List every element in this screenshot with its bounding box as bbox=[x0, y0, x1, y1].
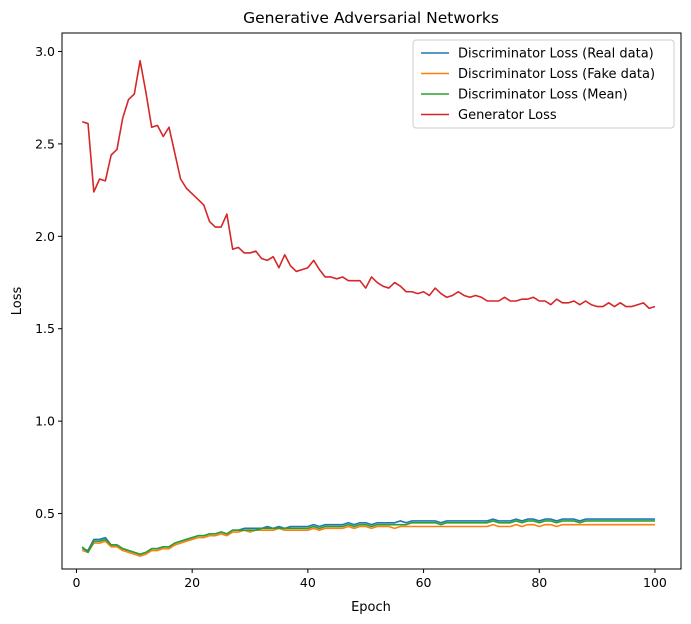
x-tick-label: 40 bbox=[300, 575, 316, 590]
legend: Discriminator Loss (Real data) Discrimina… bbox=[412, 39, 675, 129]
x-tick-label: 20 bbox=[184, 575, 200, 590]
legend-label-3: Generator Loss bbox=[458, 108, 557, 123]
plot-area bbox=[81, 59, 656, 557]
y-tick-label: 0.5 bbox=[35, 506, 55, 521]
legend-box bbox=[412, 39, 675, 129]
x-axis-label: Epoch bbox=[351, 600, 391, 615]
y-axis-label: Loss bbox=[10, 287, 25, 316]
series-line-1 bbox=[82, 523, 655, 557]
y-tick-label: 3.0 bbox=[35, 44, 55, 59]
chart-title: Generative Adversarial Networks bbox=[243, 9, 499, 27]
x-axis: 0 20 40 60 80 100 bbox=[72, 569, 667, 590]
y-tick-label: 1.0 bbox=[35, 414, 55, 429]
x-tick-label: 80 bbox=[531, 575, 547, 590]
legend-label-0: Discriminator Loss (Real data) bbox=[458, 47, 654, 62]
y-axis: 0.5 1.0 1.5 2.0 2.5 3.0 bbox=[35, 44, 62, 521]
x-tick-label: 60 bbox=[416, 575, 432, 590]
plot-frame bbox=[61, 32, 682, 570]
series-line-2 bbox=[81, 520, 655, 556]
x-tick-label: 0 bbox=[72, 575, 80, 590]
legend-label-2: Discriminator Loss (Mean) bbox=[458, 88, 628, 103]
x-tick-label: 100 bbox=[643, 575, 667, 590]
y-tick-label: 1.5 bbox=[35, 321, 55, 336]
series-line-3 bbox=[82, 59, 656, 310]
y-tick-label: 2.5 bbox=[35, 136, 55, 151]
legend-label-1: Discriminator Loss (Fake data) bbox=[458, 67, 655, 82]
y-tick-label: 2.0 bbox=[35, 229, 55, 244]
